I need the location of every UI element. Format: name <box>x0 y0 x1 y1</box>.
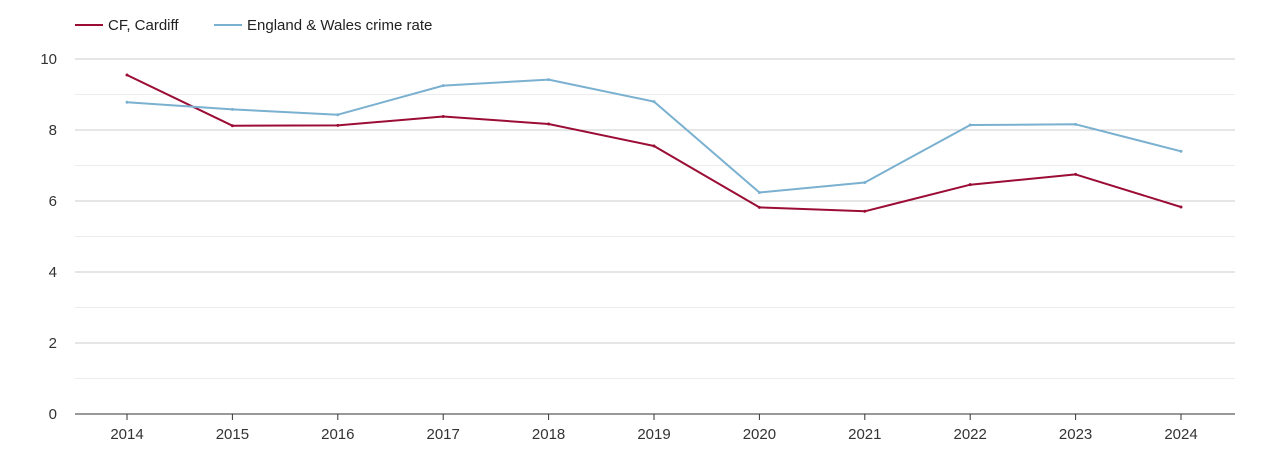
gridlines <box>75 58 1235 379</box>
data-point-england-wales-crime-rate <box>757 190 761 194</box>
series-line-england-wales-crime-rate <box>126 78 1182 194</box>
data-point-england-wales-crime-rate <box>441 84 445 88</box>
data-point-cf-cardiff <box>230 124 234 128</box>
y-axis: 0 2 4 6 8 10 <box>40 51 57 423</box>
x-tick-label: 2023 <box>1059 426 1092 443</box>
data-point-england-wales-crime-rate <box>968 123 972 127</box>
x-axis: 2014 2015 2016 2017 2018 2019 2020 2021 2022 2023… <box>75 413 1235 443</box>
series-lines <box>125 73 1183 213</box>
x-tick-label: 2021 <box>848 426 881 443</box>
y-tick-label: 0 <box>49 406 57 423</box>
data-point-england-wales-crime-rate <box>1179 149 1183 153</box>
x-tick-label: 2019 <box>637 426 670 443</box>
data-point-cf-cardiff <box>336 123 340 127</box>
x-tick-label: 2016 <box>321 426 354 443</box>
data-point-cf-cardiff <box>1074 172 1078 176</box>
data-point-england-wales-crime-rate <box>652 100 656 104</box>
y-tick-label: 10 <box>40 51 57 68</box>
x-tick-label: 2022 <box>954 426 987 443</box>
legend-item[interactable]: England & Wales crime rate <box>214 17 432 34</box>
x-tick-label: 2024 <box>1164 426 1197 443</box>
series-line-cf-cardiff <box>126 74 1182 213</box>
data-point-cf-cardiff <box>652 144 656 148</box>
data-point-england-wales-crime-rate <box>1074 122 1078 126</box>
data-point-england-wales-crime-rate <box>336 113 340 117</box>
y-tick-label: 6 <box>49 193 57 210</box>
x-tick-label: 2020 <box>743 426 776 443</box>
data-point-england-wales-crime-rate <box>125 100 129 104</box>
y-tick-label: 4 <box>49 264 57 281</box>
x-tick-label: 2017 <box>427 426 460 443</box>
data-point-england-wales-crime-rate <box>230 107 234 111</box>
data-point-cf-cardiff <box>757 205 761 209</box>
data-point-cf-cardiff <box>968 183 972 187</box>
data-point-cf-cardiff <box>125 73 129 77</box>
y-tick-label: 8 <box>49 122 57 139</box>
legend: CF, Cardiff England & Wales crime rate <box>75 17 432 34</box>
legend-item[interactable]: CF, Cardiff <box>75 17 179 34</box>
data-point-cf-cardiff <box>1179 205 1183 209</box>
data-point-england-wales-crime-rate <box>547 78 551 82</box>
x-tick-label: 2018 <box>532 426 565 443</box>
legend-label: CF, Cardiff <box>108 17 179 34</box>
data-point-cf-cardiff <box>863 209 867 213</box>
data-point-england-wales-crime-rate <box>863 181 867 185</box>
y-tick-label: 2 <box>49 335 57 352</box>
legend-label: England & Wales crime rate <box>247 17 432 34</box>
data-point-cf-cardiff <box>547 122 551 126</box>
x-tick-label: 2015 <box>216 426 249 443</box>
data-point-cf-cardiff <box>441 115 445 119</box>
x-tick-label: 2014 <box>110 426 143 443</box>
